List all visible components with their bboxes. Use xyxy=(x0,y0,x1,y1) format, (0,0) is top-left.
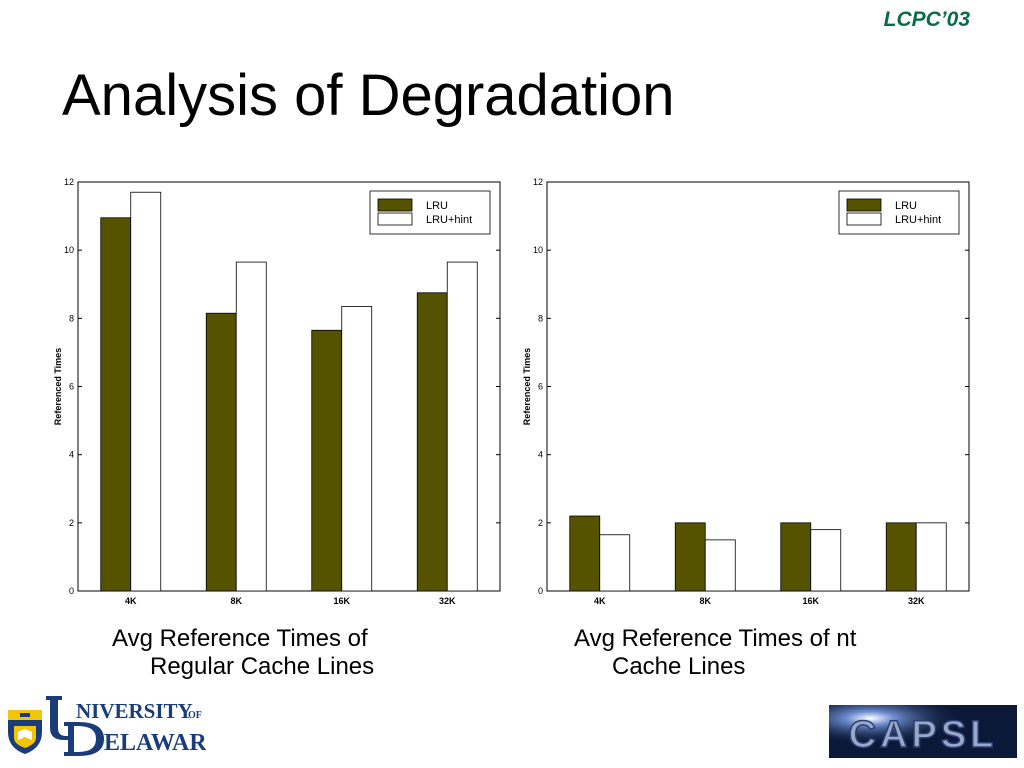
bar-lru-hint xyxy=(599,534,631,592)
ud-shield-icon xyxy=(8,710,42,754)
bar-lru-hint xyxy=(341,306,373,592)
x-tick-label: 8K xyxy=(230,596,242,606)
capsl-logo: CAPSL xyxy=(829,705,1017,758)
bar-lru xyxy=(100,217,132,592)
ud-line1: NIVERSITY xyxy=(76,699,193,723)
y-tick-label: 4 xyxy=(69,450,74,460)
y-tick-label: 0 xyxy=(69,586,74,596)
ud-line2: ELAWARE xyxy=(104,730,206,756)
bar-lru xyxy=(780,522,812,592)
y-tick-label: 0 xyxy=(538,586,543,596)
legend-swatch xyxy=(846,198,882,212)
chart-regular-cache-lines: 0 2 4 6 8 10 12 Referenced Times 4K 8K 16K 32K LRU LR… xyxy=(48,170,518,615)
y-tick-label: 2 xyxy=(538,518,543,528)
x-tick-label: 32K xyxy=(908,596,925,606)
x-tick-label: 4K xyxy=(125,596,137,606)
university-of-delaware-logo: NIVERSITY OF ELAWARE xyxy=(8,696,206,756)
y-axis-label: Referenced Times xyxy=(522,348,532,425)
y-tick-label: 8 xyxy=(538,313,543,323)
caption-nt-line1: Avg Reference Times of nt xyxy=(574,625,857,652)
legend-box xyxy=(838,190,960,235)
y-tick-label: 4 xyxy=(538,450,543,460)
x-tick-label: 4K xyxy=(594,596,606,606)
capsl-text: CAPSL xyxy=(849,714,998,756)
y-tick-label: 12 xyxy=(64,177,74,187)
bar-chart-regular: 0 2 4 6 8 10 12 Referenced Times 4K 8K 16K 32K LRU LR… xyxy=(53,177,501,606)
legend-label: LRU xyxy=(426,200,448,212)
legend-label: LRU+hint xyxy=(895,214,941,226)
caption-regular-line2: Regular Cache Lines xyxy=(150,653,375,680)
bar-chart-nt: 0 2 4 6 8 10 12 Referenced Times 4K 8K 16K 32K LRU LR… xyxy=(522,177,970,606)
bar-lru-hint xyxy=(130,191,162,592)
legend-label: LRU xyxy=(895,200,917,212)
legend-label: LRU+hint xyxy=(426,214,472,226)
legend-swatch xyxy=(377,198,413,212)
y-tick-label: 10 xyxy=(533,245,543,255)
legend-box xyxy=(369,190,491,235)
y-tick-label: 12 xyxy=(533,177,543,187)
bar-lru-hint xyxy=(235,261,267,592)
caption-nt: Avg Reference Times of nt Cache Lines xyxy=(574,625,934,681)
bar-lru xyxy=(569,515,601,592)
bar-lru xyxy=(416,292,448,592)
caption-regular: Avg Reference Times of Regular Cache Lin… xyxy=(112,625,432,681)
bar-lru xyxy=(885,522,917,592)
x-tick-label: 32K xyxy=(439,596,456,606)
x-tick-label: 16K xyxy=(333,596,350,606)
y-tick-label: 6 xyxy=(69,382,74,392)
slide-title: Analysis of Degradation xyxy=(62,63,675,128)
bar-lru xyxy=(205,312,237,592)
y-tick-label: 6 xyxy=(538,382,543,392)
bar-lru xyxy=(674,522,706,592)
x-tick-label: 16K xyxy=(802,596,819,606)
caption-regular-line1: Avg Reference Times of xyxy=(112,625,368,652)
legend-swatch xyxy=(846,212,882,226)
bar-lru-hint xyxy=(810,529,842,592)
bar-lru xyxy=(311,329,343,592)
y-tick-label: 2 xyxy=(69,518,74,528)
y-tick-label: 8 xyxy=(69,313,74,323)
y-axis-label: Referenced Times xyxy=(53,348,63,425)
legend-swatch xyxy=(377,212,413,226)
ud-of: OF xyxy=(188,710,202,721)
y-tick-label: 10 xyxy=(64,245,74,255)
bar-lru-hint xyxy=(704,539,736,592)
caption-nt-line2: Cache Lines xyxy=(612,653,746,680)
bar-lru-hint xyxy=(446,261,478,592)
chart-nt-cache-lines: 0 2 4 6 8 10 12 Referenced Times 4K 8K 16K 32K LRU LR… xyxy=(517,170,987,615)
x-tick-label: 8K xyxy=(699,596,711,606)
bar-lru-hint xyxy=(915,522,947,592)
conference-tag: LCPC’03 xyxy=(883,8,970,31)
